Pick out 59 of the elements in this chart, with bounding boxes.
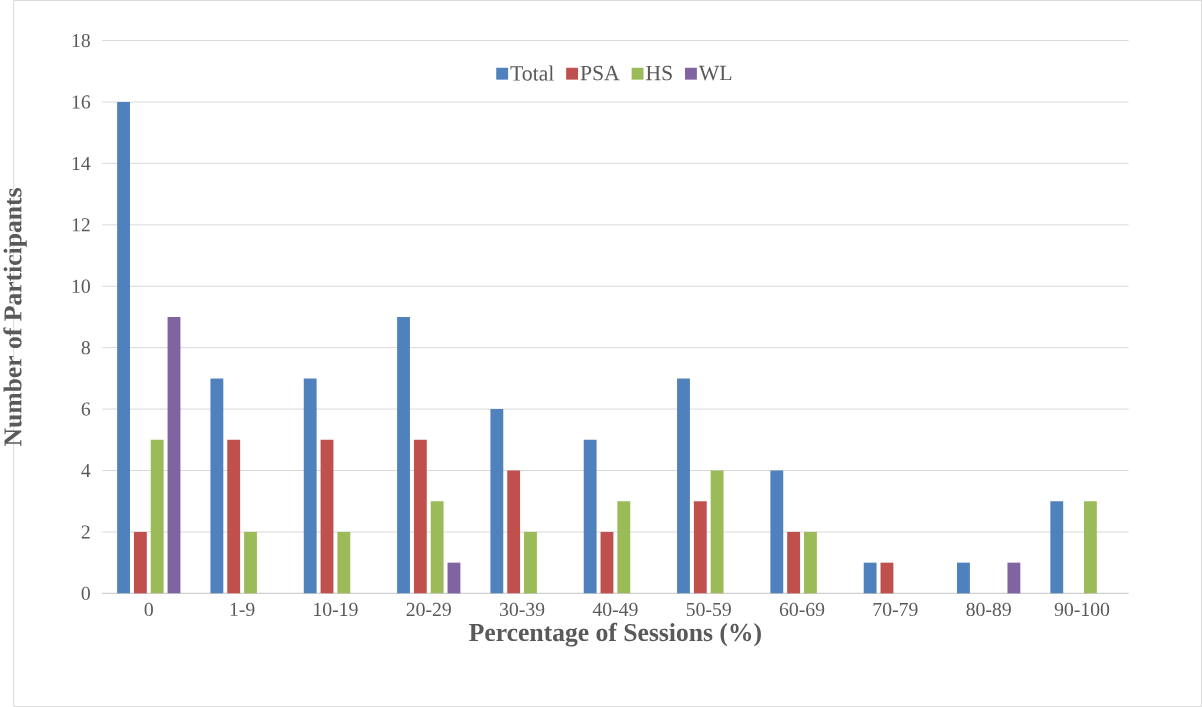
y-tick-label: 4 — [81, 463, 91, 477]
bar — [167, 316, 181, 594]
bar — [117, 101, 130, 594]
bar — [507, 470, 521, 594]
legend-label: Total — [510, 65, 554, 81]
x-tick-label: 80-89 — [966, 602, 1011, 617]
y-tick-label: 12 — [72, 218, 90, 232]
y-tick-label: 14 — [72, 156, 91, 170]
y-axis-title: Number of Participants — [3, 188, 27, 446]
bar — [617, 501, 631, 594]
y-tick-label: 6 — [81, 402, 91, 416]
x-tick-label: 10-19 — [314, 602, 358, 617]
bar — [880, 562, 894, 594]
bar — [863, 562, 877, 594]
bar — [804, 531, 817, 594]
bar — [1083, 501, 1097, 594]
bar — [210, 378, 224, 594]
x-tick-label: 40-49 — [592, 602, 638, 617]
bar — [600, 531, 614, 594]
bar — [524, 531, 537, 594]
x-tick-label: 20-29 — [406, 602, 451, 617]
legend-label: HS — [646, 65, 672, 81]
bar — [303, 378, 317, 594]
bar — [227, 439, 241, 594]
bar — [583, 439, 597, 594]
x-tick-label: 1-9 — [230, 602, 255, 616]
bar — [337, 531, 351, 594]
bar — [244, 531, 257, 594]
y-tick-label: 16 — [72, 95, 91, 109]
x-tick-label: 60-69 — [779, 602, 825, 617]
x-tick-label: 70-79 — [873, 602, 918, 617]
y-tick-label: 18 — [72, 33, 90, 48]
x-tick-label: 0 — [144, 602, 153, 617]
x-tick-label: 50-59 — [686, 602, 731, 617]
bar — [413, 439, 427, 594]
y-tick-label: 0 — [81, 586, 90, 600]
bar — [150, 439, 164, 594]
bar — [770, 470, 784, 594]
bar — [133, 531, 147, 594]
y-tick-label: 10 — [72, 279, 90, 293]
y-tick-label: 2 — [81, 525, 90, 539]
y-tick-label: 8 — [81, 340, 90, 355]
bar — [957, 562, 970, 594]
bar — [490, 409, 504, 594]
bar — [787, 531, 801, 594]
bar — [1050, 501, 1064, 594]
x-axis-title: Percentage of Sessions (%) — [469, 622, 761, 647]
bar — [430, 501, 444, 594]
bar — [320, 439, 334, 594]
bar — [447, 562, 461, 594]
x-tick-label: 90-100 — [1054, 602, 1110, 617]
bar — [710, 470, 724, 594]
bar — [677, 378, 690, 594]
x-tick-label: 30-39 — [500, 602, 545, 617]
bar — [1007, 562, 1021, 594]
bar — [693, 501, 707, 594]
legend-label: PSA — [580, 65, 620, 81]
bar — [397, 316, 410, 594]
legend-label: WL — [698, 65, 732, 81]
